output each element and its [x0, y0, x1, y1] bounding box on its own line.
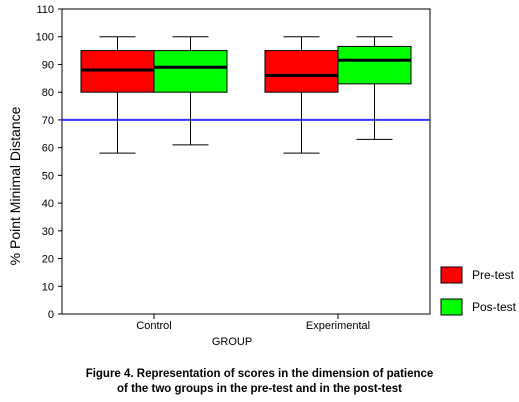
- iqr-box: [337, 45, 412, 85]
- y-axis-label: % Point Minimal Distance: [7, 106, 23, 265]
- boxplot-chart: 0 10 20 30 40 50 60 70 80 90 100 110 Control Experim…: [7, 4, 517, 348]
- y-tick-label: 20: [42, 254, 54, 266]
- iqr-box: [153, 50, 228, 93]
- y-tick-label: 60: [42, 143, 54, 155]
- y-tick-label: 80: [42, 87, 54, 99]
- y-axis: 0 10 20 30 40 50 60 70 80 90 100 110: [36, 4, 62, 321]
- legend: Pre-test Pos-test: [440, 266, 517, 316]
- box-pos-test-control: [153, 36, 228, 146]
- box-layer: [80, 36, 412, 154]
- x-tick-label: Control: [136, 320, 171, 332]
- caption-line-2: of the two groups in the pre-test and in…: [117, 383, 402, 395]
- box-pre-test-experimental: [264, 36, 339, 154]
- x-tick-label: Experimental: [306, 320, 370, 332]
- iqr-box: [264, 50, 339, 93]
- box-pre-test-control: [80, 36, 155, 154]
- x-axis-label: GROUP: [212, 336, 252, 348]
- y-tick-label: 110: [36, 4, 54, 16]
- y-tick-label: 50: [42, 170, 54, 182]
- y-tick-label: 70: [42, 115, 54, 127]
- y-tick-label: 10: [42, 281, 54, 293]
- legend-label: Pre-test: [472, 268, 515, 282]
- y-tick-label: 90: [42, 59, 54, 71]
- legend-swatch: [440, 298, 463, 316]
- legend-label: Pos-test: [472, 300, 517, 314]
- legend-swatch: [440, 266, 463, 284]
- x-axis: Control Experimental: [136, 314, 370, 332]
- box-pos-test-experimental: [337, 36, 412, 140]
- y-tick-label: 100: [36, 32, 54, 44]
- y-tick-label: 40: [42, 198, 54, 210]
- caption-line-1: Figure 4. Representation of scores in th…: [85, 368, 434, 380]
- y-tick-label: 0: [48, 309, 54, 321]
- y-tick-label: 30: [42, 226, 54, 238]
- figure-caption: Figure 4. Representation of scores in th…: [0, 367, 519, 397]
